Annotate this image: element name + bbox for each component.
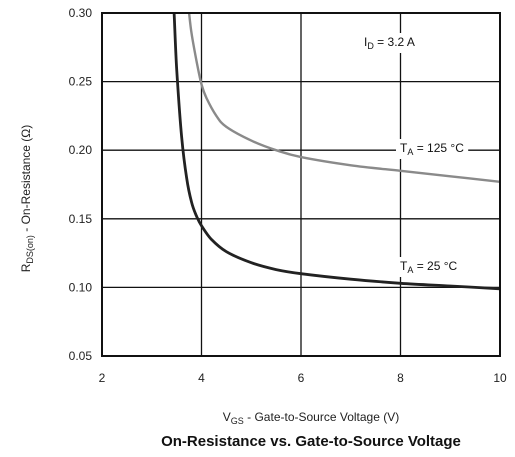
annotation-hot-series: TA = 125 °C (400, 141, 464, 157)
series-line (172, 13, 500, 291)
y-axis-label: RDS(on) - On-Resistance (Ω) (19, 125, 35, 273)
y-axis-label-main: R (19, 263, 33, 272)
x-axis-label-rest: - Gate-to-Source Voltage (V) (244, 410, 399, 424)
annotation-hot-bg (396, 139, 469, 159)
y-tick-label: 0.20 (69, 143, 93, 157)
x-tick-label: 10 (493, 371, 507, 385)
annotation-hot-rest: = 125 °C (413, 141, 464, 155)
x-tick-label: 2 (99, 371, 106, 385)
y-axis-label-rest: - On-Resistance (Ω) (19, 125, 33, 235)
annotation-condition: ID = 3.2 A (364, 35, 415, 51)
chart-title: On-Resistance vs. Gate-to-Source Voltage (161, 433, 461, 450)
x-tick-label: 4 (198, 371, 205, 385)
series-line (187, 13, 500, 183)
y-tick-label: 0.25 (69, 75, 93, 89)
y-axis-label-sub: DS(on) (25, 235, 35, 264)
y-tick-label: 0.05 (69, 349, 93, 363)
series-lines (172, 13, 500, 291)
y-tick-label: 0.10 (69, 280, 93, 294)
annotation-condition-main: I (364, 35, 367, 49)
annotation-hot-sub: A (407, 147, 413, 157)
annotation-cold-sub: A (407, 265, 413, 275)
annotation-cold-rest: = 25 °C (413, 259, 457, 273)
annotation-condition-sub: D (367, 41, 374, 51)
y-tick-label: 0.15 (69, 212, 93, 226)
tick-labels: 2 4 6 8 10 0.05 0.10 0.15 0.20 0.25 0.30 (69, 6, 507, 385)
annotation-cold-series: TA = 25 °C (400, 259, 458, 275)
x-axis-label-sub: GS (231, 416, 244, 426)
annotation-condition-bg (360, 33, 419, 53)
x-tick-label: 8 (397, 371, 404, 385)
plot-area (101, 12, 501, 357)
x-axis-label-main: V (223, 410, 231, 424)
annotation-hot-main: T (400, 141, 408, 155)
x-axis-label: VGS - Gate-to-Source Voltage (V) (223, 410, 399, 426)
annotation-cold-main: T (400, 259, 408, 273)
annotation-cold-bg (396, 257, 462, 277)
grid (102, 13, 500, 356)
y-tick-label: 0.30 (69, 6, 93, 20)
annotation-condition-rest: = 3.2 A (374, 35, 415, 49)
x-tick-label: 6 (298, 371, 305, 385)
